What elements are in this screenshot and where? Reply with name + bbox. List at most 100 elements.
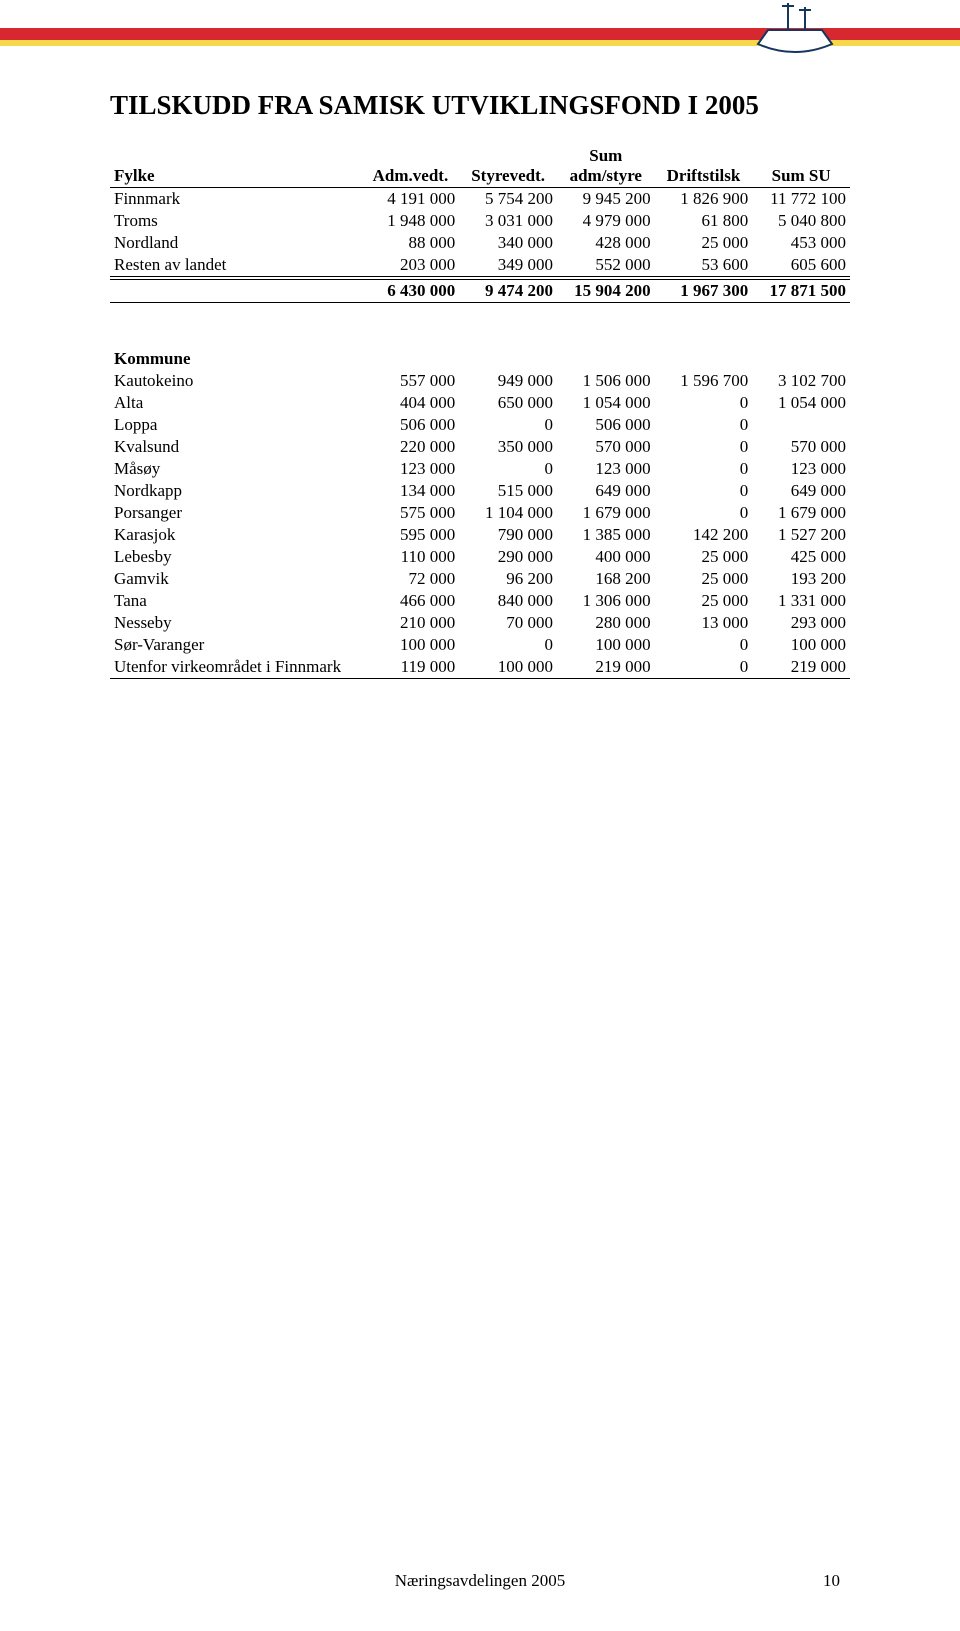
row-value: 4 191 000 (362, 188, 460, 211)
row-label: Nordkapp (110, 480, 362, 502)
row-value: 1 679 000 (557, 502, 655, 524)
row-value: 88 000 (362, 232, 460, 254)
row-value: 400 000 (557, 546, 655, 568)
row-value: 1 054 000 (752, 392, 850, 414)
row-label: Troms (110, 210, 362, 232)
row-value: 1 948 000 (362, 210, 460, 232)
row-value: 25 000 (655, 568, 753, 590)
row-value: 25 000 (655, 590, 753, 612)
header-band (0, 0, 960, 64)
row-value: 649 000 (752, 480, 850, 502)
row-value: 134 000 (362, 480, 460, 502)
row-value: 404 000 (362, 392, 460, 414)
row-value: 13 000 (655, 612, 753, 634)
row-value: 11 772 100 (752, 188, 850, 211)
page-title: TILSKUDD FRA SAMISK UTVIKLINGSFOND I 200… (110, 90, 850, 121)
row-value: 70 000 (459, 612, 557, 634)
row-value: 203 000 (362, 254, 460, 278)
table-row: Gamvik72 00096 200168 20025 000193 200 (110, 568, 850, 590)
row-value: 949 000 (459, 370, 557, 392)
row-value: 0 (655, 392, 753, 414)
row-value: 100 000 (459, 656, 557, 679)
row-value: 61 800 (655, 210, 753, 232)
row-value: 428 000 (557, 232, 655, 254)
row-value: 453 000 (752, 232, 850, 254)
row-value: 575 000 (362, 502, 460, 524)
row-label: Porsanger (110, 502, 362, 524)
row-value: 72 000 (362, 568, 460, 590)
row-value: 0 (655, 502, 753, 524)
row-value: 552 000 (557, 254, 655, 278)
row-value: 1 679 000 (752, 502, 850, 524)
row-value: 1 527 200 (752, 524, 850, 546)
table-row: Porsanger575 0001 104 0001 679 00001 679… (110, 502, 850, 524)
row-value: 0 (655, 414, 753, 436)
row-value: 168 200 (557, 568, 655, 590)
row-label: Loppa (110, 414, 362, 436)
row-value: 349 000 (459, 254, 557, 278)
table-row: Måsøy123 0000123 0000123 000 (110, 458, 850, 480)
total-value: 1 967 300 (655, 278, 753, 303)
row-value: 1 826 900 (655, 188, 753, 211)
table-row: Nesseby210 00070 000280 00013 000293 000 (110, 612, 850, 634)
row-label: Kvalsund (110, 436, 362, 458)
total-value: 17 871 500 (752, 278, 850, 303)
row-value: 100 000 (557, 634, 655, 656)
row-value: 3 031 000 (459, 210, 557, 232)
table-row: Resten av landet203 000349 000552 00053 … (110, 254, 850, 278)
row-value: 1 596 700 (655, 370, 753, 392)
row-value: 123 000 (362, 458, 460, 480)
page-number: 10 (823, 1571, 840, 1591)
row-value: 96 200 (459, 568, 557, 590)
row-value: 595 000 (362, 524, 460, 546)
table-row: Sør-Varanger100 0000100 0000100 000 (110, 634, 850, 656)
table-row: Kvalsund220 000350 000570 0000570 000 (110, 436, 850, 458)
table-row: Tana466 000840 0001 306 00025 0001 331 0… (110, 590, 850, 612)
row-value: 0 (459, 458, 557, 480)
row-value: 5 040 800 (752, 210, 850, 232)
row-value: 570 000 (557, 436, 655, 458)
row-value: 557 000 (362, 370, 460, 392)
row-value: 220 000 (362, 436, 460, 458)
row-value: 605 600 (752, 254, 850, 278)
row-value: 0 (655, 656, 753, 679)
row-value: 506 000 (362, 414, 460, 436)
table-row: Finnmark4 191 0005 754 2009 945 2001 826… (110, 188, 850, 211)
row-label: Nordland (110, 232, 362, 254)
row-label: Lebesby (110, 546, 362, 568)
row-value: 25 000 (655, 232, 753, 254)
row-label: Nesseby (110, 612, 362, 634)
table-row: Utenfor virkeområdet i Finnmark119 00010… (110, 656, 850, 679)
kommune-table: Kommune Kautokeino557 000949 0001 506 00… (110, 348, 850, 679)
table-row: Alta404 000650 0001 054 00001 054 000 (110, 392, 850, 414)
row-value: 790 000 (459, 524, 557, 546)
row-value: 9 945 200 (557, 188, 655, 211)
table-row: Troms1 948 0003 031 0004 979 00061 8005 … (110, 210, 850, 232)
row-value: 840 000 (459, 590, 557, 612)
row-label: Måsøy (110, 458, 362, 480)
row-label: Gamvik (110, 568, 362, 590)
row-label: Kautokeino (110, 370, 362, 392)
row-value: 515 000 (459, 480, 557, 502)
row-value: 466 000 (362, 590, 460, 612)
row-value: 650 000 (459, 392, 557, 414)
row-value: 142 200 (655, 524, 753, 546)
row-value: 193 200 (752, 568, 850, 590)
row-label: Finnmark (110, 188, 362, 211)
sumsu-col-header: Sum SU (752, 145, 850, 188)
fylke-table: Fylke Adm.vedt. Styrevedt. Sum adm/styre… (110, 145, 850, 306)
row-value: 219 000 (752, 656, 850, 679)
row-value: 0 (459, 414, 557, 436)
adm-col-header: Adm.vedt. (362, 145, 460, 188)
row-value: 123 000 (752, 458, 850, 480)
row-value: 649 000 (557, 480, 655, 502)
row-value: 1 331 000 (752, 590, 850, 612)
total-row: 6 430 0009 474 20015 904 2001 967 30017 … (110, 278, 850, 303)
row-label: Tana (110, 590, 362, 612)
row-value: 210 000 (362, 612, 460, 634)
boat-icon (750, 0, 840, 60)
row-label: Utenfor virkeområdet i Finnmark (110, 656, 362, 679)
kommune-header: Kommune (110, 348, 362, 370)
row-value: 1 506 000 (557, 370, 655, 392)
row-value: 425 000 (752, 546, 850, 568)
